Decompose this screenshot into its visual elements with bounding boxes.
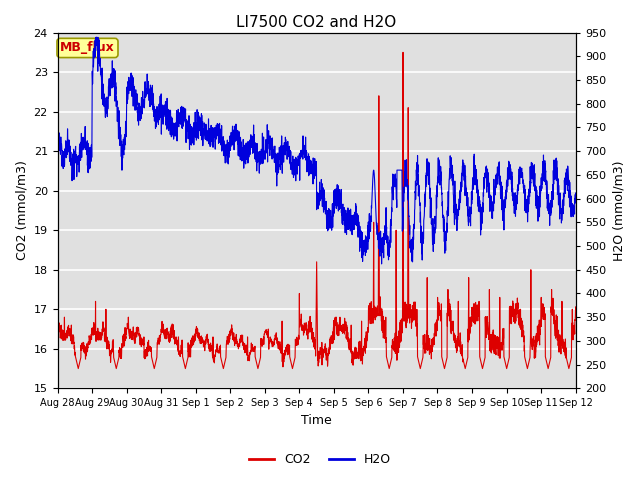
Y-axis label: H2O (mmol/m3): H2O (mmol/m3) <box>612 160 625 261</box>
Legend: CO2, H2O: CO2, H2O <box>244 448 396 471</box>
Title: LI7500 CO2 and H2O: LI7500 CO2 and H2O <box>236 15 397 30</box>
Text: MB_flux: MB_flux <box>60 41 115 54</box>
Y-axis label: CO2 (mmol/m3): CO2 (mmol/m3) <box>15 160 28 260</box>
X-axis label: Time: Time <box>301 414 332 427</box>
